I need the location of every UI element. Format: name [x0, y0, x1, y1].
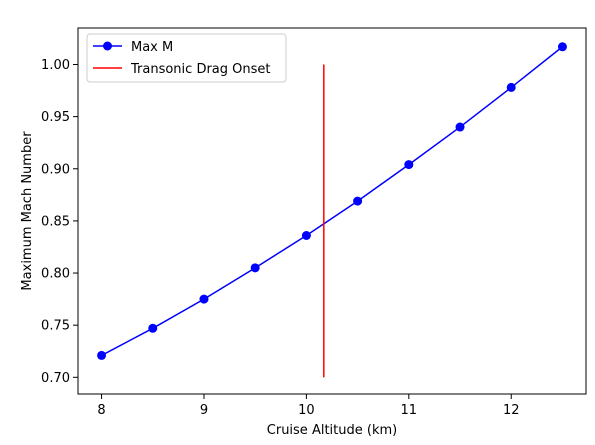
y-axis: 0.70 0.75 0.80 0.85 0.90 0.95 1.00: [41, 58, 78, 386]
legend-marker-max-m: [103, 41, 112, 51]
x-tick-label: 8: [97, 403, 105, 418]
data-point-max-m: [404, 160, 414, 170]
x-axis-label: Cruise Altitude (km): [267, 423, 397, 438]
data-point-max-m: [455, 122, 465, 132]
x-tick-label: 10: [298, 403, 315, 418]
x-tick-label: 11: [401, 403, 418, 418]
y-tick-label: 1.00: [41, 58, 70, 73]
legend: Max M Transonic Drag Onset: [86, 33, 287, 83]
plot-area: [97, 42, 567, 378]
axes-frame: [77, 27, 587, 395]
series-line-max-m: [101, 46, 563, 357]
data-point-max-m: [97, 350, 107, 360]
legend-label-transonic: Transonic Drag Onset: [130, 62, 270, 77]
y-tick-label: 0.75: [41, 319, 70, 334]
legend-box: [86, 33, 287, 83]
x-tick-label: 12: [503, 403, 520, 418]
y-tick-label: 0.90: [41, 162, 70, 177]
data-point-max-m: [506, 82, 516, 92]
y-tick-label: 0.85: [41, 214, 70, 229]
y-axis-label: Maximum Mach Number: [20, 131, 35, 291]
x-tick-label: 9: [200, 403, 208, 418]
x-axis: 8 9 10 11 12: [97, 394, 520, 418]
data-point-max-m: [148, 323, 158, 333]
legend-label-max-m: Max M: [131, 40, 173, 55]
data-point-max-m: [199, 294, 209, 304]
y-tick-label: 0.95: [41, 110, 70, 125]
data-point-max-m: [353, 196, 363, 206]
y-tick-label: 0.70: [41, 371, 70, 386]
data-point-max-m: [250, 263, 260, 273]
data-point-max-m: [301, 231, 311, 241]
y-tick-label: 0.80: [41, 267, 70, 282]
data-point-max-m: [557, 42, 567, 52]
